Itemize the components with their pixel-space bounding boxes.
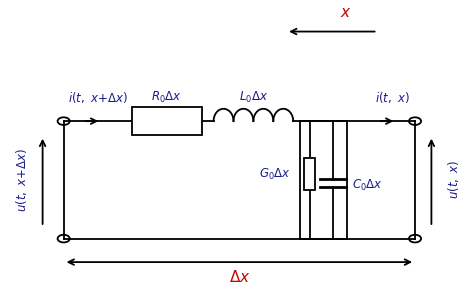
Text: $\mathit{u}(\mathit{t},\ \mathit{x})$: $\mathit{u}(\mathit{t},\ \mathit{x})$ (447, 160, 461, 200)
Text: $\Delta\mathit{x}$: $\Delta\mathit{x}$ (228, 270, 250, 285)
Text: $\mathit{G}_0\Delta\mathit{x}$: $\mathit{G}_0\Delta\mathit{x}$ (259, 166, 291, 181)
Text: $\mathit{i}(\mathit{t},\ \mathit{x})$: $\mathit{i}(\mathit{t},\ \mathit{x})$ (375, 90, 410, 105)
Text: $\mathit{u}(\mathit{t},\ \mathit{x}{+}\Delta\mathit{x})$: $\mathit{u}(\mathit{t},\ \mathit{x}{+}\D… (14, 148, 29, 212)
FancyBboxPatch shape (304, 158, 315, 190)
Text: $\mathit{C}_0\Delta\mathit{x}$: $\mathit{C}_0\Delta\mathit{x}$ (352, 178, 383, 193)
Text: $\mathit{x}$: $\mathit{x}$ (340, 5, 352, 20)
FancyBboxPatch shape (132, 107, 202, 135)
Text: $\mathit{i}(\mathit{t},\ \mathit{x}{+}\Delta\mathit{x})$: $\mathit{i}(\mathit{t},\ \mathit{x}{+}\D… (68, 90, 128, 105)
Text: $\mathit{L}_0\Delta\mathit{x}$: $\mathit{L}_0\Delta\mathit{x}$ (239, 90, 268, 105)
Text: $\mathit{R}_0\Delta\mathit{x}$: $\mathit{R}_0\Delta\mathit{x}$ (151, 90, 182, 105)
